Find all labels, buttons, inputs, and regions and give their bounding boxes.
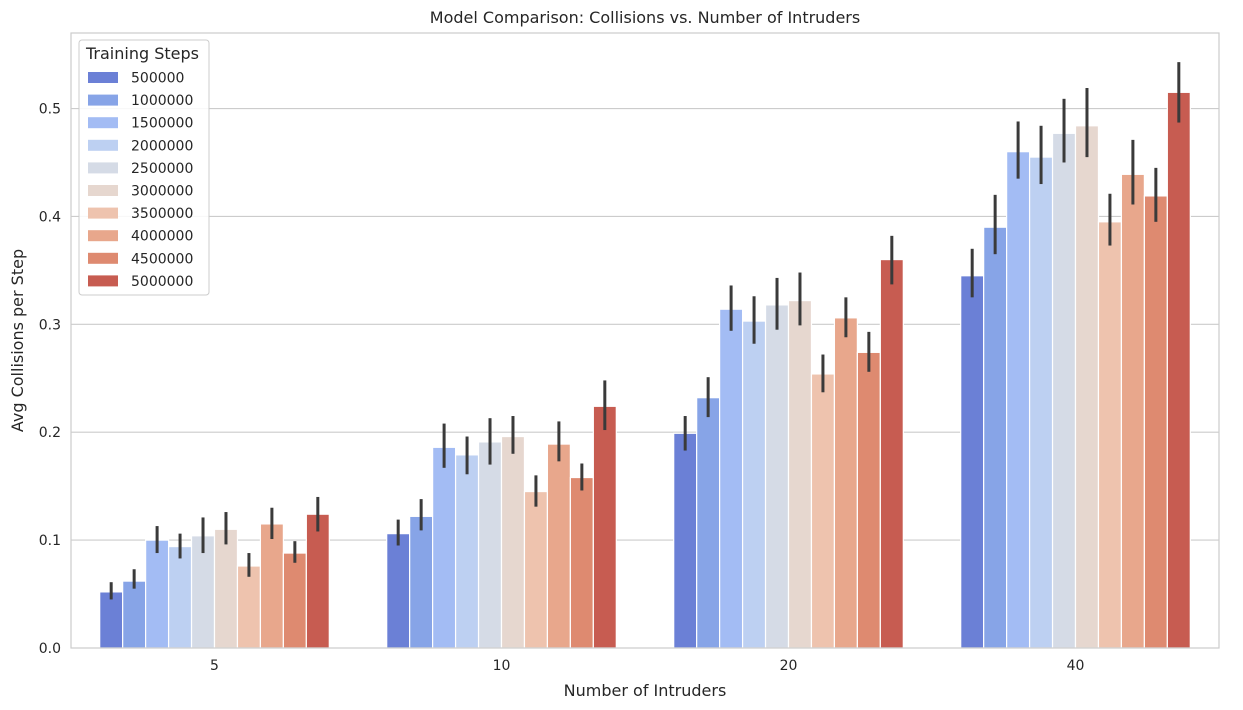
legend-label: 1500000 (131, 116, 193, 132)
legend-label: 2000000 (131, 138, 193, 154)
bar (1051, 132, 1077, 649)
legend-label: 3000000 (131, 184, 193, 200)
legend-swatch (88, 275, 118, 287)
bar (167, 545, 193, 649)
bar (1143, 195, 1168, 649)
legend-item: 3500000 (88, 206, 193, 222)
legend-swatch (88, 185, 118, 196)
legend-item: 2000000 (88, 138, 193, 154)
bar (500, 435, 526, 649)
legend-items: 500000 1000000 1500000 2000000 2500000 300000… (88, 71, 193, 290)
y-tick-label: 0.4 (39, 209, 61, 225)
bar (213, 528, 239, 649)
bar (259, 523, 284, 649)
legend-label: 4000000 (131, 229, 193, 245)
bar (592, 405, 617, 649)
bar (856, 351, 881, 649)
y-axis-label: Avg Collisions per Step (8, 249, 27, 432)
x-axis-label: Number of Intruders (564, 681, 727, 700)
bar (787, 299, 813, 649)
bar (523, 490, 549, 649)
bar (741, 320, 767, 649)
y-tick-label: 0.5 (39, 102, 61, 118)
bar (122, 580, 147, 649)
x-tick-label: 40 (1067, 658, 1085, 674)
legend-item: 4000000 (88, 229, 193, 245)
legend-swatch (88, 72, 118, 83)
bar (386, 533, 411, 649)
bar (432, 446, 457, 649)
bar (983, 226, 1008, 649)
y-tick-label: 0.3 (39, 317, 61, 333)
legend-swatch (88, 162, 118, 174)
legend-swatch (88, 94, 118, 106)
bar (477, 441, 503, 649)
legend-swatch (88, 207, 118, 219)
y-tick-labels: 0.0 0.1 0.2 0.3 0.4 0.5 (39, 102, 61, 657)
y-tick-label: 0.2 (39, 425, 61, 441)
bar (454, 454, 480, 649)
legend-title: Training Steps (85, 44, 199, 63)
bar (99, 591, 124, 649)
legend-swatch (88, 230, 118, 242)
bar (719, 308, 744, 649)
bar (1074, 125, 1100, 649)
bar (696, 397, 721, 649)
bar (236, 565, 262, 649)
plot-frame (70, 32, 1220, 649)
bar (1166, 91, 1191, 649)
legend-swatch (88, 252, 118, 264)
bar (305, 513, 330, 649)
chart-title: Model Comparison: Collisions vs. Number … (430, 8, 860, 27)
bar (145, 539, 170, 649)
legend-label: 5000000 (131, 274, 193, 290)
bar (960, 275, 985, 649)
legend-item: 1500000 (88, 116, 193, 132)
bar (1097, 221, 1123, 649)
legend-item: 4500000 (88, 251, 193, 267)
legend-label: 500000 (131, 71, 184, 87)
legend-swatch (88, 139, 118, 151)
legend-label: 3500000 (131, 206, 193, 222)
legend-item: 2500000 (88, 161, 193, 177)
legend-label: 4500000 (131, 251, 193, 267)
bar (833, 317, 858, 649)
legend-item: 3000000 (88, 184, 193, 200)
y-tick-label: 0.1 (39, 533, 61, 549)
y-tick-label: 0.0 (39, 641, 61, 657)
bar (569, 476, 594, 649)
x-tick-label: 5 (210, 658, 219, 674)
bar (1120, 173, 1145, 649)
bar (1028, 156, 1054, 649)
x-tick-label: 20 (780, 658, 798, 674)
bar (764, 304, 790, 649)
bar (810, 373, 836, 649)
x-tick-labels: 5 10 20 40 (210, 658, 1084, 674)
bar (546, 443, 571, 649)
bar (879, 258, 904, 649)
legend-label: 2500000 (131, 161, 193, 177)
error-bars (109, 62, 1181, 600)
bar (282, 552, 307, 649)
legend-item: 5000000 (88, 274, 193, 290)
x-tick-label: 10 (493, 658, 511, 674)
legend-item: 1000000 (88, 93, 193, 109)
legend-swatch (88, 117, 118, 129)
legend-item: 500000 (88, 71, 184, 87)
bar (409, 515, 434, 649)
legend: Training Steps 500000 1000000 1500000 20000… (78, 39, 210, 296)
legend-label: 1000000 (131, 93, 193, 109)
bar (1006, 151, 1031, 649)
bars (99, 91, 1191, 649)
bar (673, 432, 698, 649)
